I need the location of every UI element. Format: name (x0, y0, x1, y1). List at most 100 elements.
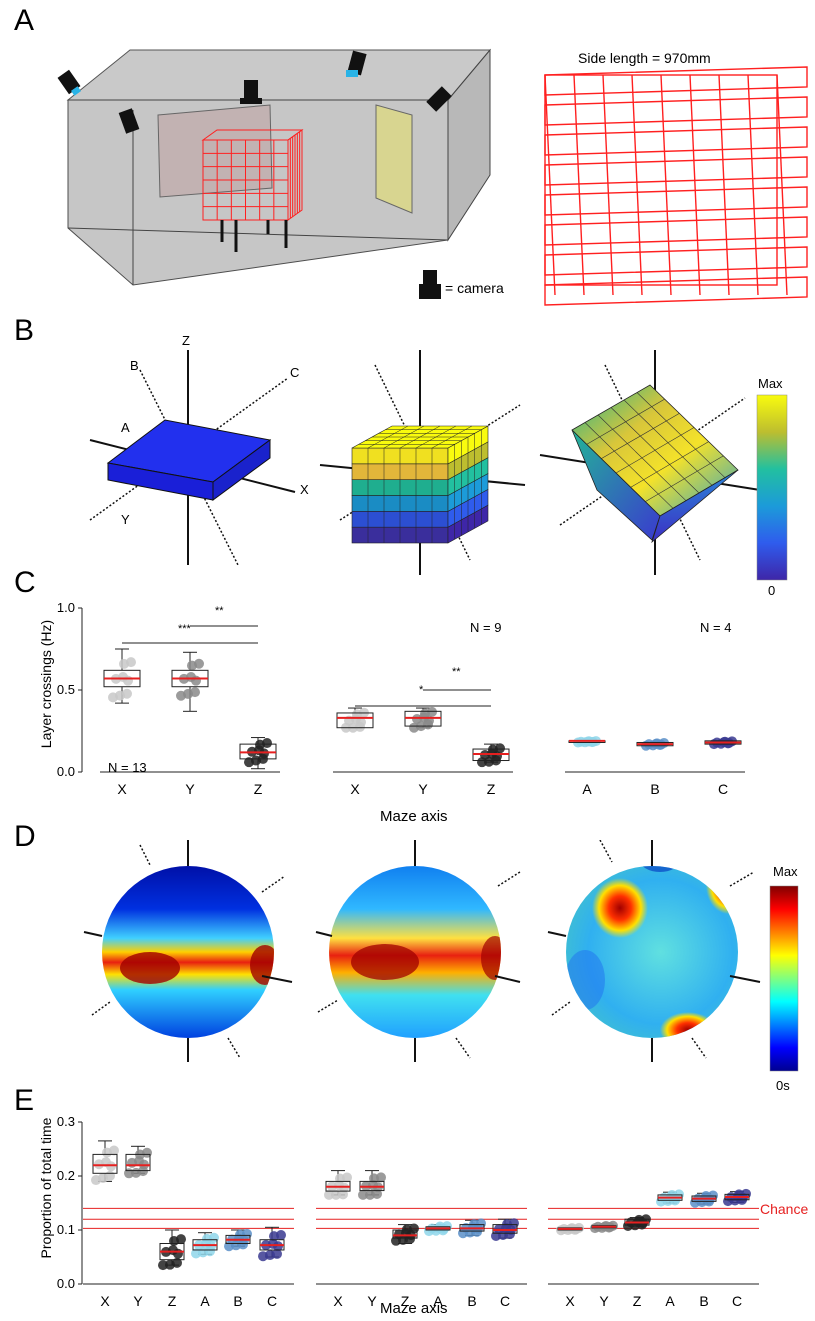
sig-label: * (419, 684, 424, 696)
small-lattice-maze (201, 129, 304, 221)
box (492, 1224, 518, 1234)
data-point (268, 1238, 278, 1249)
data-point (427, 706, 437, 717)
x-tick-label: B (233, 1293, 242, 1309)
camera-legend-icon (419, 270, 441, 299)
sphere-heatmap-1 (83, 840, 293, 1062)
data-point (324, 1189, 334, 1200)
x-tick-label: X (100, 1293, 110, 1309)
back-wall-panel (157, 104, 273, 198)
axis-label-a: A (121, 420, 130, 435)
x-tick-label: A (665, 1293, 675, 1309)
box (336, 712, 374, 729)
x-tick-label: Z (254, 781, 263, 797)
x-tick-label: Y (133, 1293, 143, 1309)
x-tick-label: Y (185, 781, 195, 797)
x-tick-label: Y (367, 1293, 377, 1309)
panel-c-chart: 0.0 0.5 1.0 X Y Z X Y Z A B C (57, 600, 745, 797)
x-tick-label: Z (633, 1293, 642, 1309)
camera-icon (240, 80, 262, 104)
y-tick-label: 0.5 (57, 682, 75, 697)
layered-cube (319, 350, 526, 575)
data-point (342, 1172, 352, 1183)
panel-letter-c: C (14, 566, 36, 599)
y-tick-label: 1.0 (57, 600, 75, 615)
panel-letter-e: E (14, 1084, 35, 1117)
chance-label: Chance (760, 1201, 809, 1217)
data-point (358, 1189, 368, 1200)
y-tick-label: 0.0 (57, 764, 75, 779)
colorbar-b-min: 0 (768, 583, 776, 598)
axis-label-x: X (300, 482, 309, 497)
x-tick-label: X (350, 781, 360, 797)
sphere-heatmap-3 (547, 840, 761, 1062)
axis-label-z: Z (182, 333, 190, 348)
data-point (172, 1257, 182, 1268)
slab-diagram (89, 350, 296, 566)
x-tick-label: Y (599, 1293, 609, 1309)
data-point (205, 1246, 215, 1257)
y-tick-label: 0.3 (57, 1114, 75, 1129)
data-point (190, 687, 200, 698)
x-tick-label: A (582, 781, 592, 797)
data-point (118, 672, 128, 683)
panel-letter-d: D (14, 820, 36, 853)
slab-side (212, 439, 271, 501)
data-point (254, 745, 264, 756)
data-point (262, 738, 272, 749)
colorbar-d-min: 0s (776, 1078, 790, 1093)
data-point (186, 672, 196, 683)
panel-d-illustration (83, 840, 799, 1072)
camera-icon (57, 69, 81, 96)
sig-label: ** (452, 666, 461, 678)
colorbar-b-max: Max (758, 376, 783, 391)
colorbar-d-max: Max (773, 864, 798, 879)
data-point (276, 1230, 286, 1241)
x-tick-label: Z (487, 781, 496, 797)
n-label-3: N = 4 (700, 620, 732, 635)
panel-e-xlabel: Maze axis (380, 1300, 448, 1317)
camera-icon (118, 108, 140, 134)
panel-c-ylabel-wrap: Layer crossings (Hz) (36, 596, 56, 796)
y-tick-label: 0.2 (57, 1168, 75, 1183)
data-point (272, 1248, 282, 1259)
panel-c-ylabel: Layer crossings (Hz) (38, 619, 54, 749)
axis-label-y: Y (121, 512, 130, 527)
data-point (126, 657, 136, 668)
sphere-heatmap-2 (315, 840, 521, 1062)
panel-e-chart: 0.0 0.1 0.2 0.3 X Y Z A B C X Y Z A B C X Y Z A B C (57, 1114, 759, 1309)
camera-legend-label: = camera (445, 280, 504, 296)
x-tick-label: B (467, 1293, 476, 1309)
data-point (334, 1180, 344, 1191)
data-point (355, 721, 365, 732)
data-point (351, 714, 361, 725)
camera-icon (426, 86, 452, 112)
x-tick-label: C (718, 781, 728, 797)
yellow-panel (375, 104, 413, 214)
rotated-cube (539, 350, 761, 575)
data-point (168, 1245, 178, 1256)
x-tick-label: A (433, 1293, 443, 1309)
panel-e-ylabel-wrap: Proportion of total time (36, 1100, 56, 1300)
camera-icon (346, 50, 367, 77)
x-tick-label: Y (418, 781, 428, 797)
data-point (109, 1145, 119, 1156)
y-tick-label: 0.1 (57, 1222, 75, 1237)
data-point (122, 688, 132, 699)
data-point (176, 1234, 186, 1245)
room-top-face (66, 49, 492, 101)
data-point (338, 1189, 348, 1200)
x-tick-label: C (500, 1293, 510, 1309)
jet-colorbar (769, 885, 799, 1072)
data-point (105, 1170, 115, 1181)
side-length-label: Side length = 970mm (578, 50, 711, 66)
x-tick-label: B (699, 1293, 708, 1309)
data-point (194, 658, 204, 669)
sig-label: ** (215, 605, 224, 617)
panel-a-illustration (57, 48, 808, 306)
room-side-face (447, 48, 491, 242)
panel-c-xlabel: Maze axis (380, 808, 448, 825)
box (125, 1153, 151, 1172)
x-tick-label: X (333, 1293, 343, 1309)
data-point (134, 1156, 144, 1167)
